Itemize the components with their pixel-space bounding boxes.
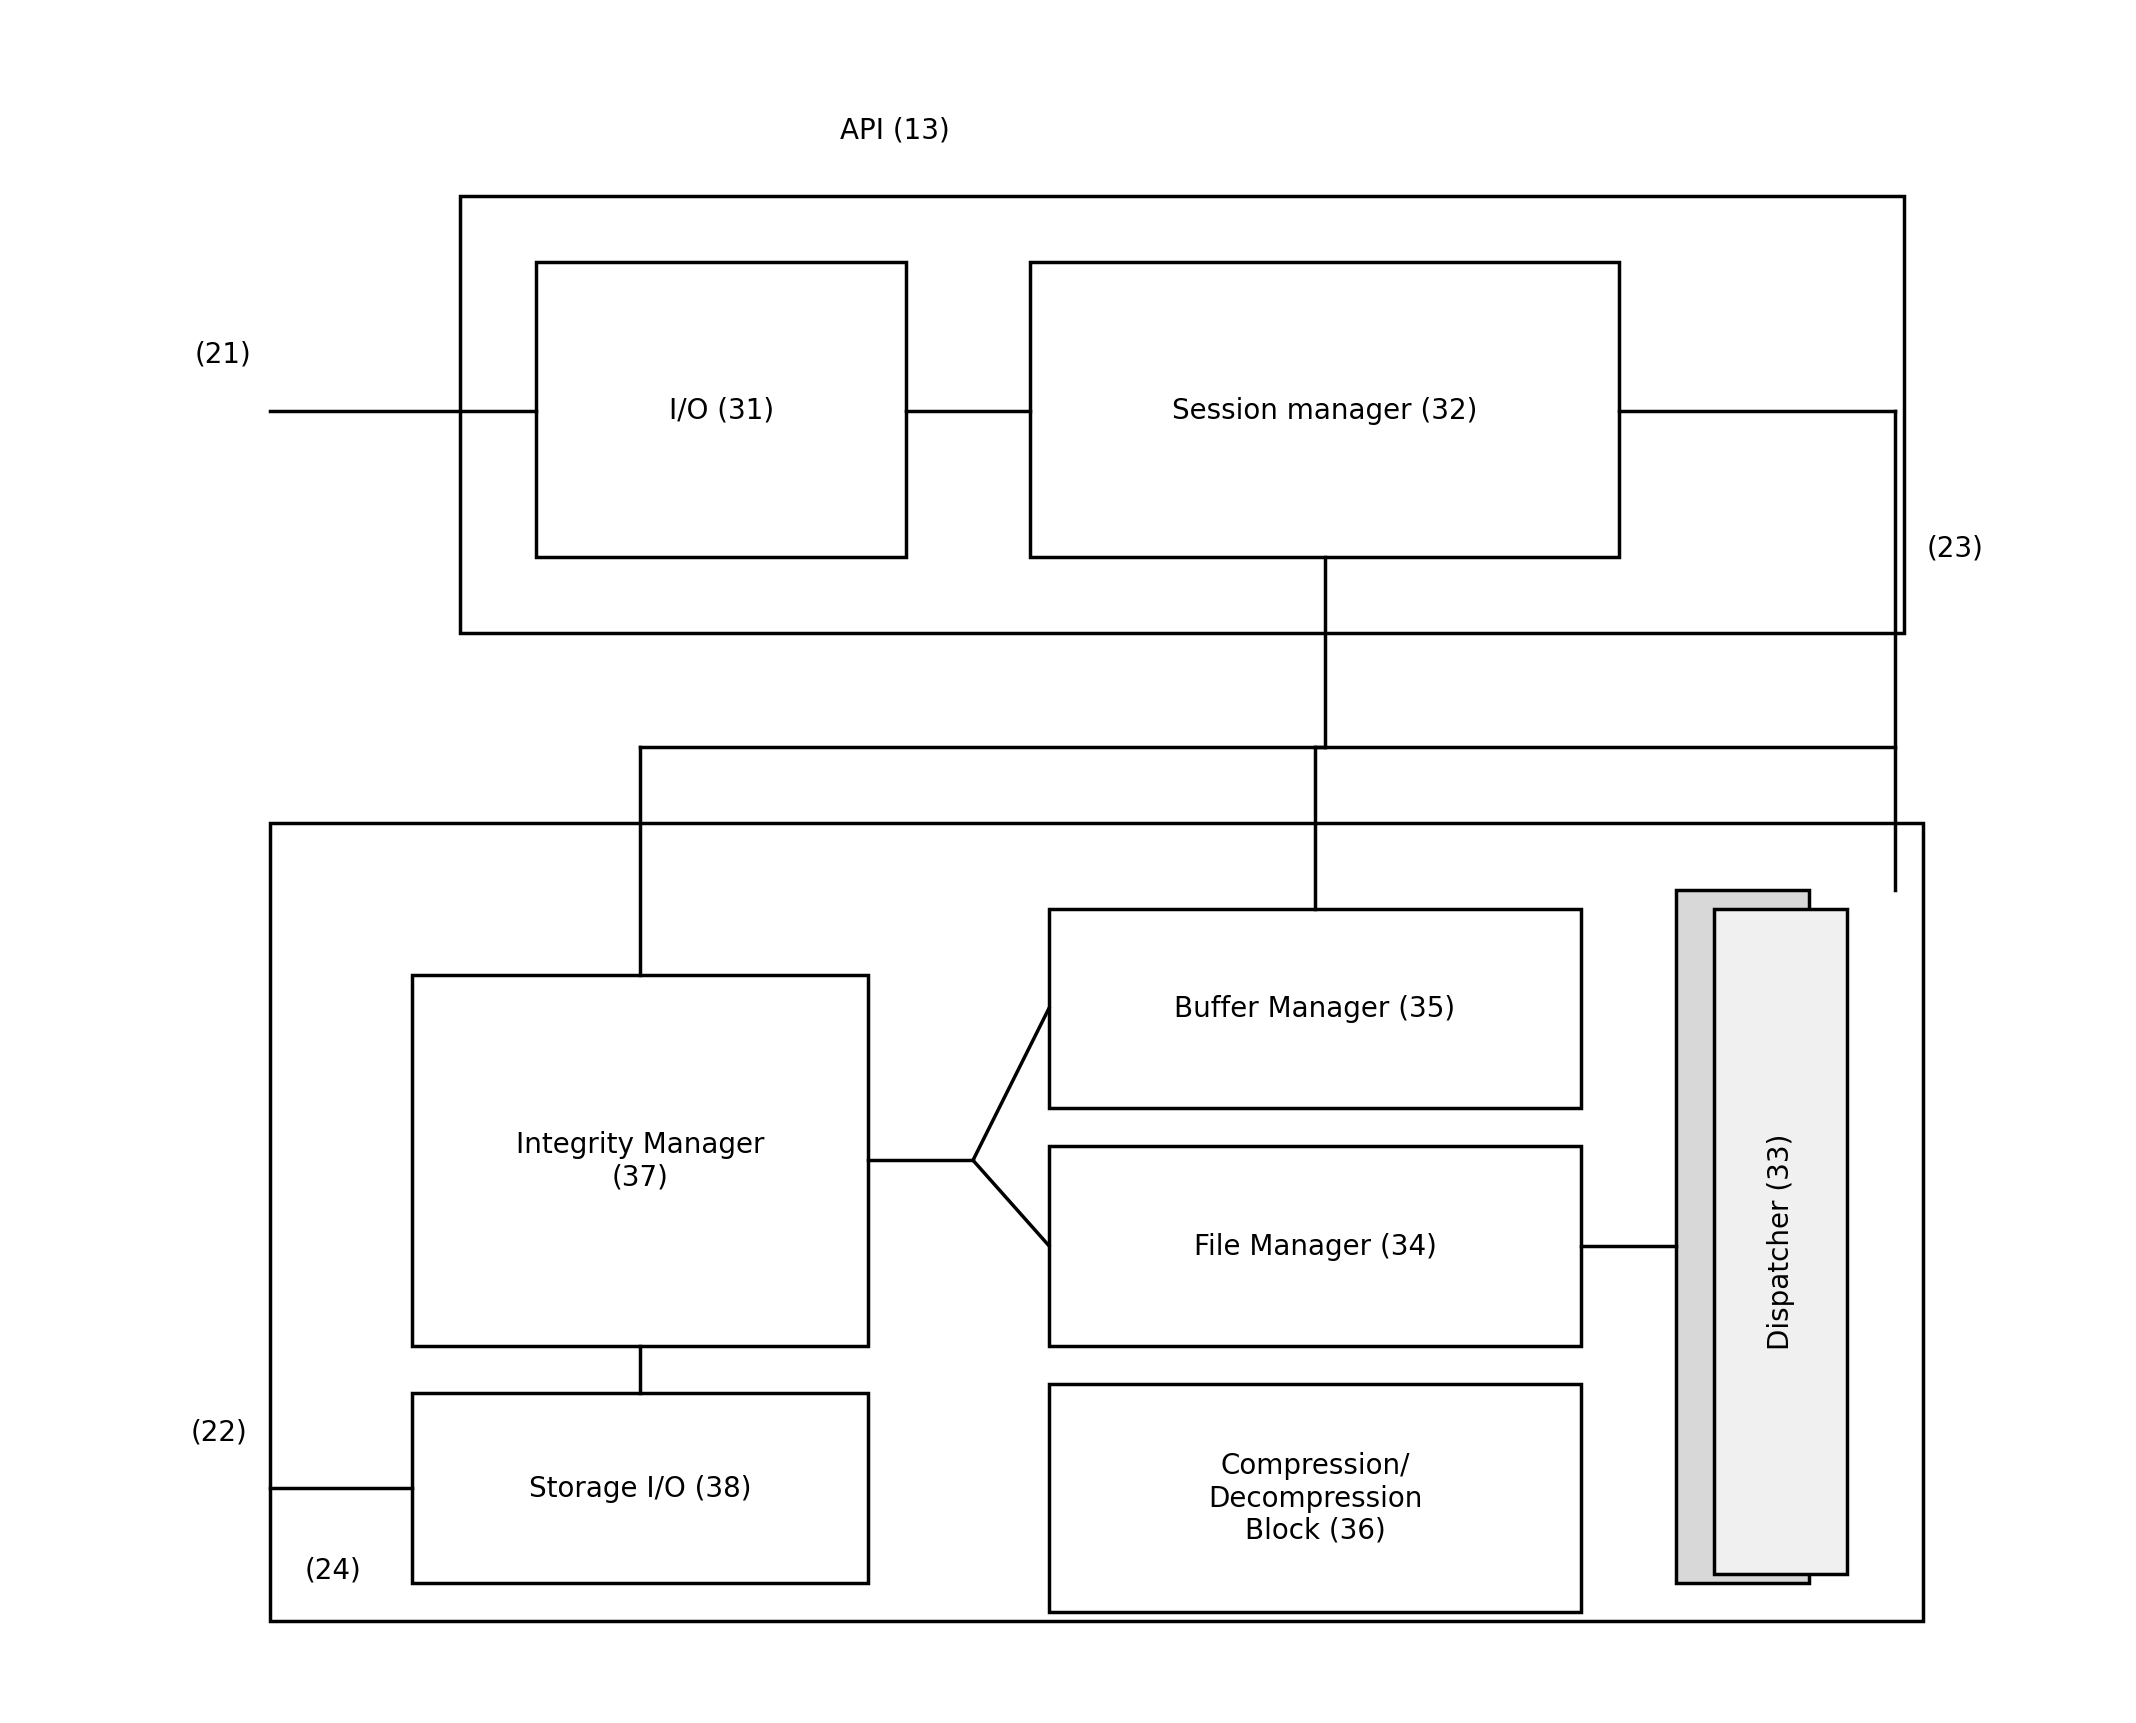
Text: Storage I/O (38): Storage I/O (38) <box>530 1475 752 1502</box>
Text: Buffer Manager (35): Buffer Manager (35) <box>1175 994 1455 1023</box>
Text: (23): (23) <box>1927 534 1984 562</box>
Text: (24): (24) <box>303 1556 361 1583</box>
Text: I/O (31): I/O (31) <box>669 396 773 424</box>
Bar <box>1049 910 1581 1108</box>
Text: (22): (22) <box>190 1418 248 1446</box>
Bar <box>1049 1146 1581 1346</box>
Bar <box>1049 1384 1581 1611</box>
Text: Dispatcher (33): Dispatcher (33) <box>1766 1134 1794 1349</box>
Text: Integrity Manager
(37): Integrity Manager (37) <box>517 1130 765 1191</box>
Bar <box>1677 891 1809 1583</box>
Text: Compression/
Decompression
Block (36): Compression/ Decompression Block (36) <box>1207 1451 1423 1544</box>
Bar <box>412 1394 869 1583</box>
Text: API (13): API (13) <box>839 117 951 145</box>
Text: File Manager (34): File Manager (34) <box>1194 1232 1435 1260</box>
Bar <box>1030 264 1619 558</box>
Bar <box>269 824 1922 1621</box>
Text: Session manager (32): Session manager (32) <box>1173 396 1478 424</box>
Bar <box>1713 910 1848 1573</box>
Bar <box>536 264 906 558</box>
Bar <box>412 975 869 1346</box>
Bar <box>459 196 1903 634</box>
Text: (21): (21) <box>194 341 250 369</box>
